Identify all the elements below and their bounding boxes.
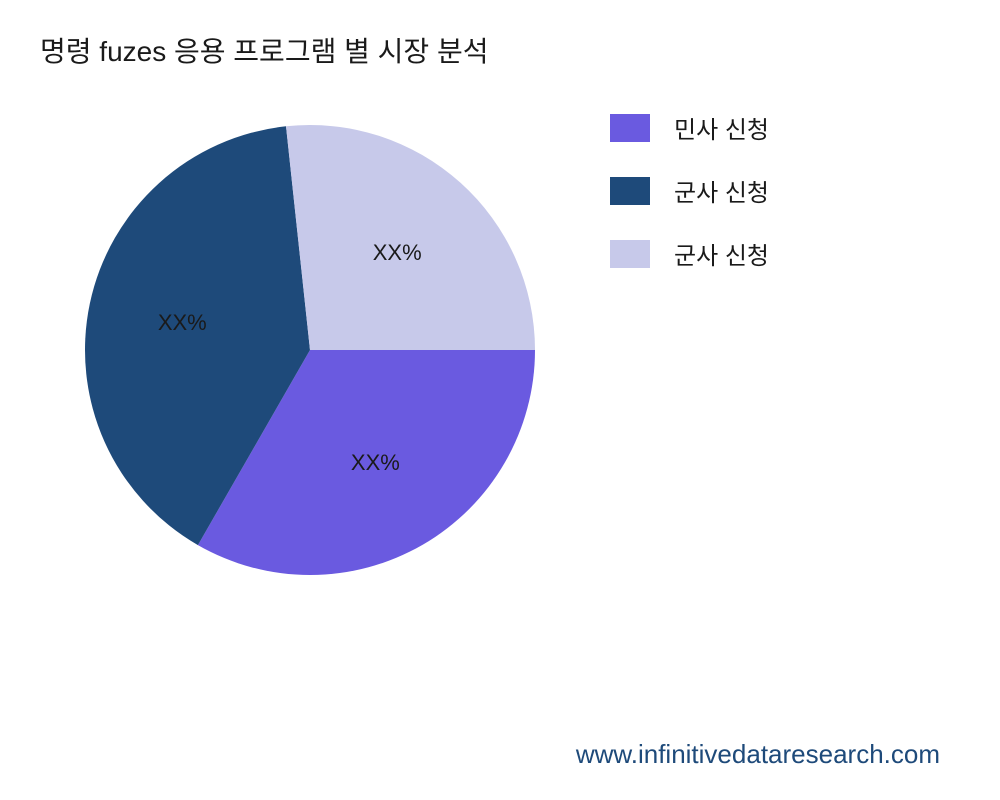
legend-label: 민사 신청	[674, 110, 769, 145]
legend-label: 군사 신청	[674, 173, 769, 208]
legend-swatch	[610, 240, 650, 268]
legend-item: 군사 신청	[610, 173, 769, 208]
legend-item: 군사 신청	[610, 236, 769, 271]
legend-swatch	[610, 114, 650, 142]
footer-link: www.infinitivedataresearch.com	[576, 739, 940, 770]
pie-slice	[286, 125, 535, 350]
legend-item: 민사 신청	[610, 110, 769, 145]
legend-label: 군사 신청	[674, 236, 769, 271]
pie-chart: XX%XX%XX%	[80, 120, 540, 580]
chart-title: 명령 fuzes 응용 프로그램 별 시장 분석	[40, 30, 488, 70]
legend: 민사 신청군사 신청군사 신청	[610, 110, 769, 299]
legend-swatch	[610, 177, 650, 205]
